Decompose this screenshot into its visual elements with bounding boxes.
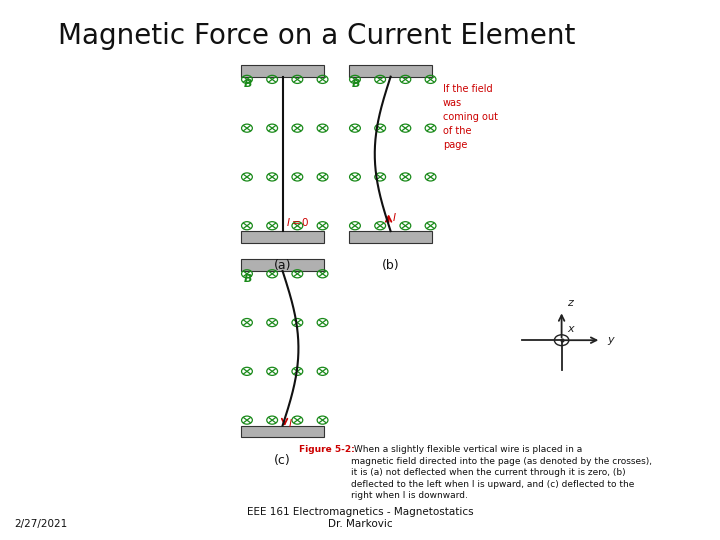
Text: $I$: $I$ xyxy=(288,417,293,429)
Text: x: x xyxy=(567,323,574,334)
FancyBboxPatch shape xyxy=(349,231,432,243)
Text: $I=0$: $I=0$ xyxy=(287,217,310,228)
Text: z: z xyxy=(567,298,573,308)
Text: B: B xyxy=(244,274,253,284)
FancyBboxPatch shape xyxy=(349,65,432,77)
Text: When a slightly flexible vertical wire is placed in a
magnetic field directed in: When a slightly flexible vertical wire i… xyxy=(351,446,652,500)
Text: (a): (a) xyxy=(274,259,292,272)
Text: Figure 5-2:: Figure 5-2: xyxy=(299,446,354,455)
Text: (b): (b) xyxy=(382,259,400,272)
Text: B: B xyxy=(244,79,253,90)
Text: If the field
was
coming out
of the
page: If the field was coming out of the page xyxy=(443,84,498,150)
Text: (c): (c) xyxy=(274,454,291,467)
FancyBboxPatch shape xyxy=(241,426,324,437)
Text: 2/27/2021: 2/27/2021 xyxy=(14,519,68,529)
FancyBboxPatch shape xyxy=(241,65,324,77)
Text: y: y xyxy=(607,335,613,345)
Text: $I$: $I$ xyxy=(392,211,397,222)
FancyBboxPatch shape xyxy=(241,259,324,271)
Text: EEE 161 Electromagnetics - Magnetostatics
Dr. Markovic: EEE 161 Electromagnetics - Magnetostatic… xyxy=(247,507,473,529)
FancyBboxPatch shape xyxy=(241,231,324,243)
Text: B: B xyxy=(352,79,361,90)
Text: Magnetic Force on a Current Element: Magnetic Force on a Current Element xyxy=(58,22,575,50)
